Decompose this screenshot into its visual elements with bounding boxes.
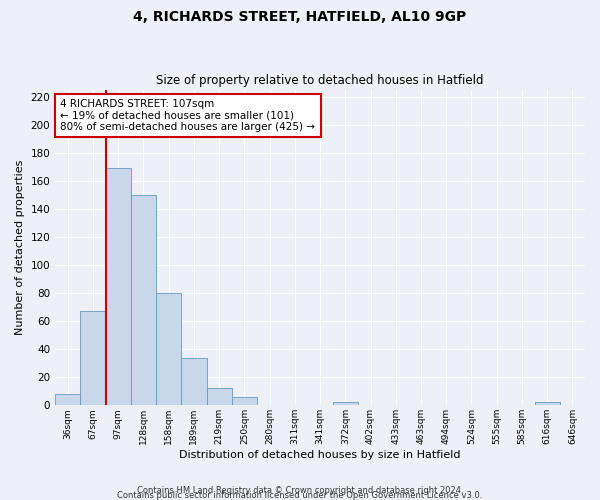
Bar bbox=[232, 397, 257, 406]
Bar bbox=[206, 388, 232, 406]
Bar bbox=[106, 168, 131, 406]
Text: 4 RICHARDS STREET: 107sqm
← 19% of detached houses are smaller (101)
80% of semi: 4 RICHARDS STREET: 107sqm ← 19% of detac… bbox=[61, 99, 316, 132]
Bar bbox=[156, 293, 181, 406]
Bar bbox=[131, 195, 156, 406]
Bar bbox=[181, 358, 206, 406]
Bar bbox=[332, 402, 358, 406]
Y-axis label: Number of detached properties: Number of detached properties bbox=[15, 160, 25, 335]
Text: Contains HM Land Registry data © Crown copyright and database right 2024.: Contains HM Land Registry data © Crown c… bbox=[137, 486, 463, 495]
Bar bbox=[535, 402, 560, 406]
X-axis label: Distribution of detached houses by size in Hatfield: Distribution of detached houses by size … bbox=[179, 450, 461, 460]
Bar bbox=[55, 394, 80, 406]
Bar bbox=[80, 312, 106, 406]
Text: 4, RICHARDS STREET, HATFIELD, AL10 9GP: 4, RICHARDS STREET, HATFIELD, AL10 9GP bbox=[133, 10, 467, 24]
Text: Contains public sector information licensed under the Open Government Licence v3: Contains public sector information licen… bbox=[118, 491, 482, 500]
Title: Size of property relative to detached houses in Hatfield: Size of property relative to detached ho… bbox=[157, 74, 484, 87]
